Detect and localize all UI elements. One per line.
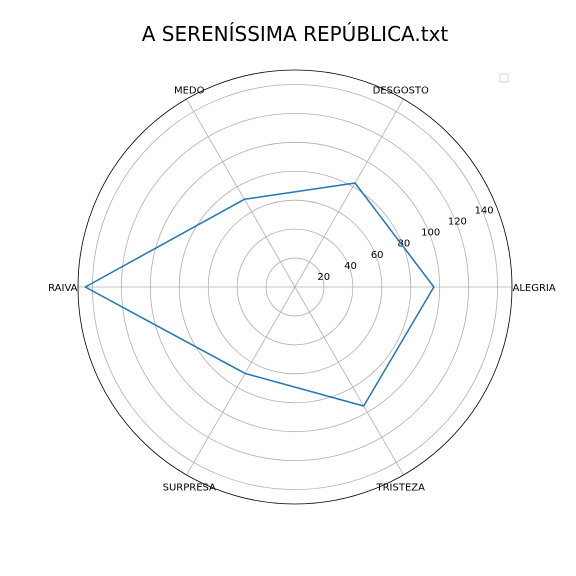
polar-frame: [77, 69, 513, 505]
spoke-medo: [186, 98, 296, 288]
tick-label-120: 120: [448, 217, 467, 228]
category-label-surpresa: SURPRESA: [163, 483, 216, 494]
category-label-raiva: RAIVA: [48, 283, 78, 294]
tick-label-60: 60: [371, 250, 384, 261]
radial-tick-labels: 20 40 60 80 100 120 140: [317, 205, 493, 282]
tick-label-140: 140: [475, 205, 494, 216]
radar-grid: [78, 84, 512, 490]
spoke-desgosto: [294, 98, 404, 288]
spoke-surpresa: [186, 286, 296, 476]
tick-label-40: 40: [344, 261, 357, 272]
tick-label-80: 80: [398, 239, 411, 250]
spoke-tristeza: [294, 286, 404, 476]
category-labels: ALEGRIA DESGOSTO MEDO RAIVA SURPRESA TRISTEZA: [48, 85, 556, 493]
category-label-alegria: ALEGRIA: [513, 283, 556, 294]
legend-box: [499, 73, 509, 83]
category-label-desgosto: DESGOSTO: [373, 85, 429, 96]
tick-label-100: 100: [421, 228, 440, 239]
category-label-medo: MEDO: [174, 85, 205, 96]
tick-label-20: 20: [317, 272, 330, 283]
series-layer: [84, 182, 435, 407]
chart-title: A SERENÍSSIMA REPÚBLICA.txt: [142, 22, 449, 46]
category-label-tristeza: TRISTEZA: [376, 483, 426, 494]
series-line-0: [84, 182, 435, 407]
